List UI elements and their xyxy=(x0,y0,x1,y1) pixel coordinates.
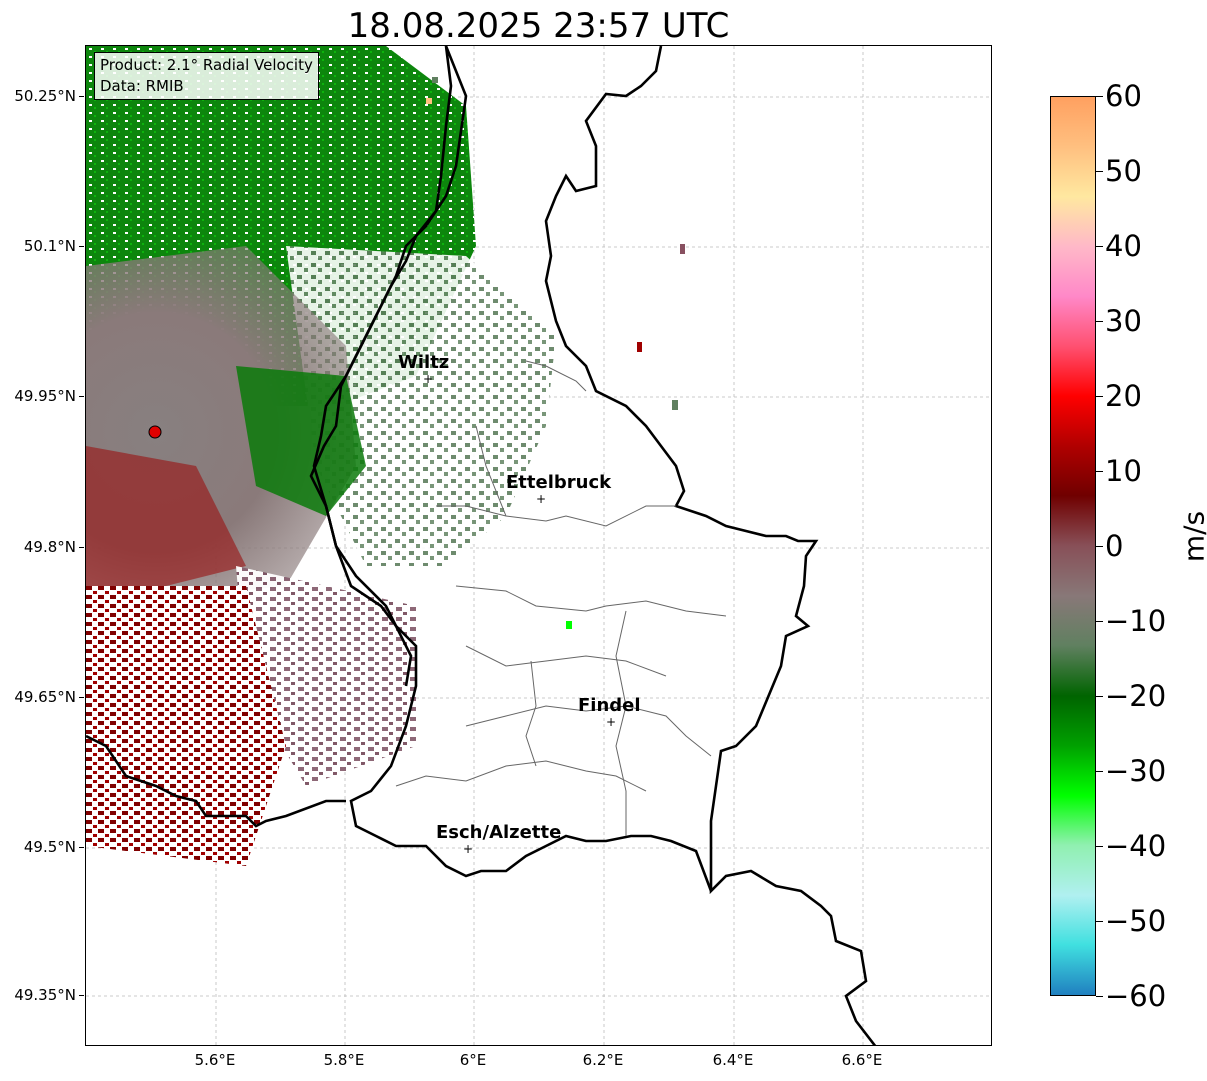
radar-echoes xyxy=(86,46,685,866)
colorbar-unit-label: m/s xyxy=(1177,510,1207,563)
colorbar-tick: 20 xyxy=(1096,379,1142,413)
map-title: 18.08.2025 23:57 UTC xyxy=(347,6,730,46)
lon-tick: 6.4°E xyxy=(712,1051,754,1069)
district-borders xyxy=(395,360,727,836)
city-label-ettelbruck: Ettelbruck xyxy=(506,472,612,493)
colorbar-tick: −50 xyxy=(1095,904,1167,938)
lat-tick: 50.25°N xyxy=(14,87,84,105)
city-marker-ettelbruck: + xyxy=(535,492,547,506)
colorbar-tick: −30 xyxy=(1095,754,1167,788)
map-canvas xyxy=(86,46,991,1045)
lon-tick: 5.6°E xyxy=(194,1051,236,1069)
lat-tick: 49.35°N xyxy=(14,986,84,1004)
data-source-label: Data: RMIB xyxy=(100,77,184,95)
city-marker-wiltz: + xyxy=(422,372,434,386)
lat-tick: 50.1°N xyxy=(23,237,85,255)
lon-tick: 6.2°E xyxy=(582,1051,624,1069)
colorbar-tick: 30 xyxy=(1096,304,1142,338)
lat-tick: 49.95°N xyxy=(14,387,84,405)
colorbar-tick: −60 xyxy=(1095,979,1167,1013)
city-label-findel: Findel xyxy=(578,695,641,716)
colorbar-tick: 40 xyxy=(1096,229,1142,263)
colorbar-tick: 60 xyxy=(1096,79,1142,113)
city-label-wiltz: Wiltz xyxy=(398,352,450,373)
colorbar-tick: −10 xyxy=(1095,604,1167,638)
colorbar-tick: 10 xyxy=(1096,454,1142,488)
country-borders xyxy=(86,46,877,1045)
product-info-box: Product: 2.1° Radial Velocity Data: RMIB xyxy=(94,52,319,100)
velocity-colorbar xyxy=(1050,96,1096,996)
colorbar-tick: −40 xyxy=(1095,829,1167,863)
lat-tick: 49.5°N xyxy=(23,838,85,856)
colorbar-tick: −20 xyxy=(1095,679,1167,713)
city-label-esch-alzette: Esch/Alzette xyxy=(436,822,562,843)
lon-tick: 6°E xyxy=(459,1051,487,1069)
product-label: Product: 2.1° Radial Velocity xyxy=(100,56,313,74)
lon-tick: 5.8°E xyxy=(323,1051,365,1069)
colorbar-tick: 0 xyxy=(1095,529,1124,563)
lon-tick: 6.6°E xyxy=(841,1051,883,1069)
radar-map[interactable]: Wiltz + Ettelbruck + Findel + Esch/Alzet… xyxy=(85,45,992,1046)
colorbar-tick: 50 xyxy=(1096,154,1142,188)
lat-tick: 49.65°N xyxy=(14,688,84,706)
lat-tick: 49.8°N xyxy=(23,538,85,556)
city-marker-findel: + xyxy=(605,715,617,729)
city-marker-esch-alzette: + xyxy=(462,842,474,856)
